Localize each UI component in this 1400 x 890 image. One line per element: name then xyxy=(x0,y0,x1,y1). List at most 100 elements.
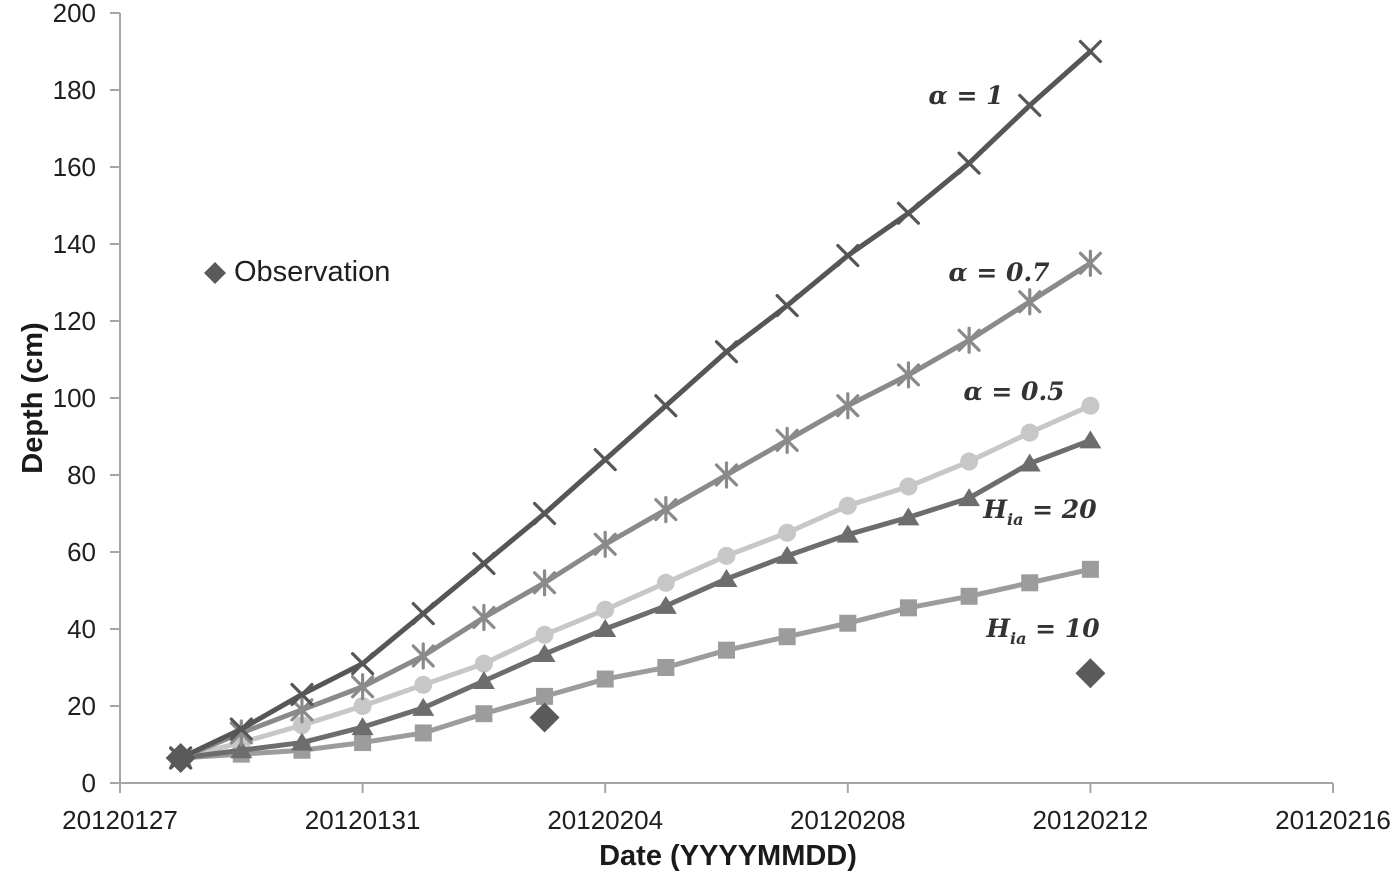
x-axis-title: Date (YYYYMMDD) xyxy=(599,840,857,872)
series-h10-marker xyxy=(899,599,917,617)
series-h20-marker xyxy=(351,717,374,736)
series-alpha05-marker xyxy=(596,600,615,619)
observation-point-20120128 xyxy=(165,742,196,773)
series-alpha1-marker xyxy=(775,294,799,318)
series-alpha05-marker xyxy=(656,573,675,592)
y-axis-title: Depth (cm) xyxy=(17,322,49,474)
series-h10-marker xyxy=(1081,560,1099,578)
series-h10-marker xyxy=(414,724,432,742)
series-alpha07-line xyxy=(178,260,1093,761)
series-h10-marker xyxy=(536,687,554,705)
series-alpha1-label: α = 1 xyxy=(929,81,1004,110)
series-alpha05-label: α = 0.5 xyxy=(963,377,1064,406)
series-alpha05-marker xyxy=(1020,423,1039,442)
y-tick-label-80: 80 xyxy=(67,460,96,490)
series-alpha07-marker xyxy=(775,426,799,454)
y-tick-label-180: 180 xyxy=(53,75,96,105)
series-alpha07-marker xyxy=(593,530,617,558)
series-alpha05-marker xyxy=(717,546,736,565)
series-h20-marker xyxy=(654,595,677,614)
legend-label: Observation xyxy=(234,256,391,288)
series-alpha1-marker xyxy=(351,652,375,676)
series-alpha07-marker xyxy=(957,326,981,354)
series-alpha07-marker xyxy=(714,461,739,489)
series-h10-line xyxy=(178,566,1093,761)
series-h20-marker xyxy=(594,619,617,637)
series-h20-marker xyxy=(230,740,253,759)
x-tick-label-20120208: 20120208 xyxy=(790,805,906,835)
series-alpha07-marker xyxy=(472,603,496,632)
series-alpha07-label: α = 0.7 xyxy=(948,258,1050,287)
series-h20-marker xyxy=(1079,430,1102,449)
series-h10-label: Hia = 10 xyxy=(985,614,1100,648)
x-tick-label-20120127: 20120127 xyxy=(62,805,178,835)
x-tick-label-20120204: 20120204 xyxy=(547,805,663,835)
observation-point-20120203 xyxy=(529,702,560,733)
series-alpha05-marker xyxy=(1081,396,1100,415)
series-alpha1-marker xyxy=(896,201,921,225)
diamond-marker xyxy=(204,261,226,284)
series-alpha1-marker xyxy=(1078,39,1102,64)
y-tick-label-20: 20 xyxy=(67,691,96,721)
series-h10-marker xyxy=(596,670,614,688)
series-alpha07-marker xyxy=(654,496,678,524)
series-alpha05-marker xyxy=(474,654,493,673)
series-alpha1-marker xyxy=(836,243,860,268)
y-tick-label-140: 140 xyxy=(53,229,96,259)
series-alpha07-marker xyxy=(1018,288,1042,316)
series-h10-marker xyxy=(778,628,796,646)
x-tick-label-20120216: 20120216 xyxy=(1275,805,1391,835)
series-alpha05-line xyxy=(178,403,1093,761)
series-h20-marker xyxy=(897,507,920,526)
series-h10-marker xyxy=(839,614,857,632)
series-alpha1-marker xyxy=(957,151,981,175)
y-tick-label-60: 60 xyxy=(67,537,96,567)
series-h20-marker xyxy=(1018,453,1041,472)
series-alpha1-marker xyxy=(1018,93,1042,117)
series-h20-marker xyxy=(290,732,313,751)
series-alpha07-marker xyxy=(411,642,435,670)
y-tick-label-120: 120 xyxy=(53,306,96,336)
series-alpha07-marker xyxy=(1078,249,1102,277)
series-h20-label: Hia = 20 xyxy=(982,495,1097,529)
series-alpha07-marker xyxy=(532,569,557,597)
series-alpha1-marker xyxy=(290,682,314,707)
series-h20-marker xyxy=(412,697,435,716)
series-alpha05-marker xyxy=(838,496,857,515)
series-alpha1-line xyxy=(178,49,1093,761)
series-h20-marker xyxy=(472,670,495,689)
series-alpha07-marker xyxy=(351,673,375,701)
series-alpha05-marker xyxy=(414,675,433,694)
series-h10-marker xyxy=(475,705,493,723)
y-tick-label-100: 100 xyxy=(53,383,96,413)
y-tick-label-160: 160 xyxy=(53,152,96,182)
series-h20-marker xyxy=(715,568,738,587)
x-tick-label-20120212: 20120212 xyxy=(1033,805,1149,835)
series-h10-marker xyxy=(718,641,735,659)
observation-point-20120212 xyxy=(1075,658,1106,689)
legend: Observation xyxy=(203,256,390,289)
series-alpha1-marker xyxy=(229,717,253,741)
series-alpha1-marker xyxy=(714,340,739,364)
x-tick-label-20120131: 20120131 xyxy=(305,805,421,835)
series-alpha05-marker xyxy=(960,452,979,471)
series-h10-marker xyxy=(960,587,978,605)
y-tick-label-40: 40 xyxy=(67,614,96,644)
series-alpha05-marker xyxy=(535,625,554,644)
series-h20-marker xyxy=(958,488,981,507)
series-h10-marker xyxy=(1021,574,1039,592)
y-tick-label-200: 200 xyxy=(53,0,96,28)
series-alpha07-marker xyxy=(836,392,860,420)
observation-diamond-icon xyxy=(204,261,226,284)
series-alpha1-marker xyxy=(654,394,678,418)
series-alpha05-marker xyxy=(292,716,311,735)
series-h20-line xyxy=(178,437,1093,761)
series-alpha1-marker xyxy=(472,551,496,576)
series-h20-marker xyxy=(533,644,556,663)
series-alpha05-marker xyxy=(899,477,918,496)
y-tick-label-0: 0 xyxy=(82,768,96,798)
series-alpha05-marker xyxy=(778,523,797,542)
series-h10-marker xyxy=(657,659,675,676)
